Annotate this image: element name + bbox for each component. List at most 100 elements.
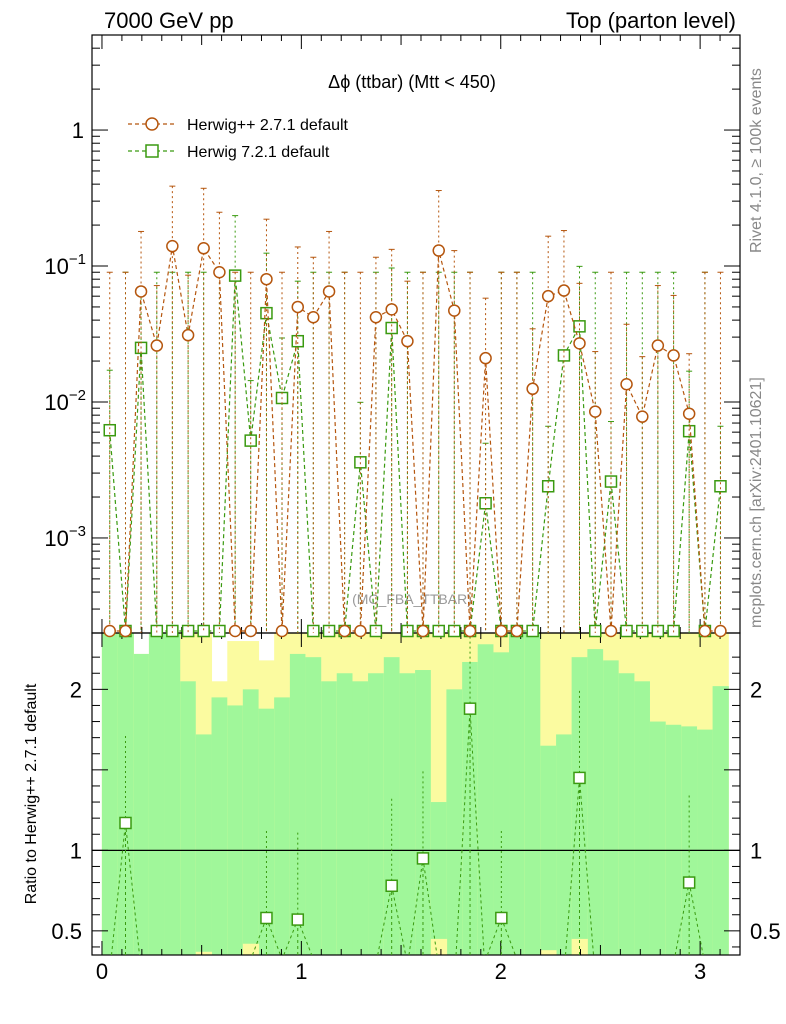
data-point (479, 351, 492, 365)
data-point (322, 624, 336, 638)
band-green-bin (697, 729, 714, 955)
band-green-bin (368, 673, 385, 955)
data-point (588, 624, 602, 638)
x-tick-label: 3 (694, 959, 706, 984)
data-point (636, 624, 649, 638)
data-point (401, 334, 414, 348)
data-point (291, 334, 305, 348)
legend-label: Herwig 7.2.1 default (187, 144, 330, 161)
band-green-bin (274, 697, 291, 955)
band-green-bin (603, 660, 620, 955)
band-green-bin (336, 673, 353, 955)
data-point (448, 304, 461, 317)
ratio-y-tick-label: 2 (70, 677, 82, 702)
band-green-bin (618, 673, 635, 955)
plot-title: Δϕ (ttbar) (Mtt < 450) (328, 72, 496, 92)
band-green-bin (493, 652, 510, 955)
ratio-frame (91, 632, 741, 956)
data-point (682, 407, 696, 420)
data-point (260, 272, 273, 286)
data-point (150, 339, 164, 352)
data-point (557, 284, 571, 297)
ratio-series-herwig7 (110, 637, 704, 956)
y-tick-label: 10−1 (44, 251, 86, 279)
ratio-point (119, 816, 132, 830)
data-point (166, 624, 179, 638)
data-point (119, 624, 132, 638)
data-point (463, 624, 477, 638)
data-point (369, 310, 383, 324)
data-point (103, 624, 116, 638)
x-tick-label: 1 (295, 959, 307, 984)
data-point (369, 624, 383, 638)
ratio-y-tick-label: 1 (70, 838, 82, 863)
data-point (244, 434, 257, 447)
ratio-point (495, 911, 508, 925)
band-green-bin (649, 721, 667, 955)
data-point (260, 306, 273, 320)
data-point (103, 423, 116, 437)
data-point (667, 349, 680, 362)
ratio-y-tick-label-right: 0.5 (750, 919, 781, 944)
band-green-bin (148, 633, 166, 955)
band-green-bin (180, 681, 197, 955)
data-point (338, 624, 351, 638)
ratio-line (469, 708, 485, 956)
data-point (541, 289, 555, 303)
band-green-bin (101, 633, 119, 955)
data-point (385, 303, 398, 316)
series-herwigpp (103, 185, 727, 638)
data-point (495, 624, 508, 638)
data-point (181, 328, 195, 342)
band-green-bin (556, 734, 573, 955)
ratio-point (291, 913, 305, 926)
ratio-line (110, 822, 126, 956)
legend: Herwig++ 2.7.1 default Herwig 7.2.1 defau… (128, 117, 349, 161)
data-point (526, 382, 539, 396)
band-green-bin (289, 653, 307, 955)
data-point (166, 239, 179, 253)
legend-marker-circle (145, 117, 159, 131)
ratio-point (682, 876, 696, 889)
header-right: Top (parton level) (566, 8, 736, 33)
band-green-bin (399, 673, 416, 955)
series-line (109, 245, 721, 632)
band-yellow-low (430, 938, 448, 955)
legend-marker-square (145, 144, 159, 158)
data-point (401, 624, 414, 638)
band-green-bin (712, 686, 729, 955)
data-point (510, 624, 524, 638)
band-green-bin (446, 689, 463, 955)
band-green-bin (242, 689, 260, 955)
band-yellow-low (540, 950, 557, 955)
band-green-bin (305, 657, 322, 955)
data-point (604, 475, 618, 488)
data-point (228, 269, 242, 282)
ratio-point (573, 771, 586, 785)
data-point (307, 310, 320, 324)
data-point (620, 378, 633, 391)
band-green-bin (133, 653, 150, 955)
ratio-y-tick-label-right: 1 (750, 838, 762, 863)
legend-label: Herwig++ 2.7.1 default (187, 117, 349, 134)
band-green-bin (195, 734, 213, 955)
data-point (307, 624, 320, 638)
band-green-bin (321, 681, 338, 955)
data-point (651, 339, 665, 352)
band-green-bin (634, 681, 651, 955)
data-point (385, 321, 398, 335)
series-herwig7 (103, 215, 727, 638)
ratio-line (124, 822, 140, 956)
ratio-line (674, 882, 690, 956)
data-point (322, 285, 336, 298)
ratio-point (463, 702, 477, 715)
band-green-bin (211, 697, 228, 955)
data-point (291, 300, 305, 314)
band-green-bin (665, 724, 682, 955)
ratio-line (688, 882, 704, 956)
side-label-mcplots: mcplots.cern.ch [arXiv:2401.10621] (748, 377, 765, 628)
data-point (197, 624, 210, 638)
ratio-y-axis: 0.5 0.5 1 1 2 2 (51, 656, 781, 948)
